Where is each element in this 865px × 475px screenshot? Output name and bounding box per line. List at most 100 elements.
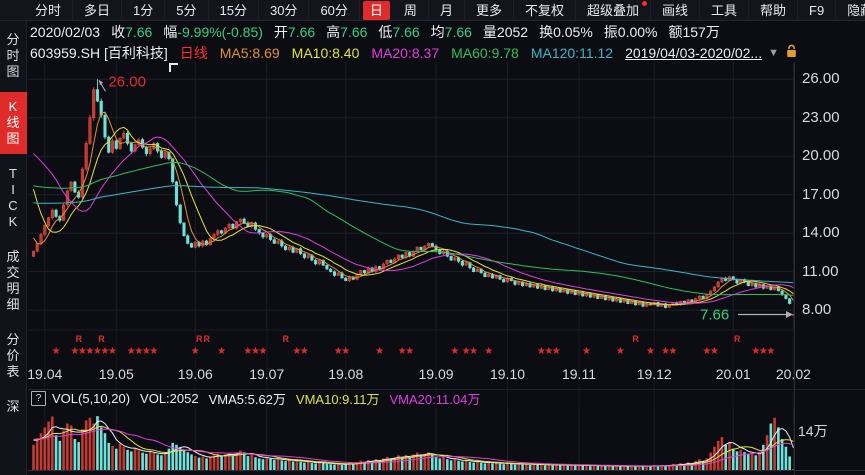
last-price-arrow-head: [786, 310, 793, 318]
menu-item-F9[interactable]: F9: [798, 0, 837, 21]
candle-body: [633, 300, 637, 306]
price-axis: 26.00 23.00 20.00 17.00 14.00 11.00 8.00: [794, 62, 865, 475]
sidebar-item-分时图[interactable]: 分时图: [6, 32, 20, 79]
volume-bar: [209, 456, 212, 470]
volume-bar: [555, 464, 558, 470]
help-icon[interactable]: ?: [31, 391, 46, 406]
candle-body: [265, 234, 269, 238]
quote-field-开: 开7.66: [274, 22, 315, 42]
volume-bar: [694, 461, 697, 470]
menu-item-帮助[interactable]: 帮助: [749, 0, 799, 21]
price-tick-label: 14.00: [802, 224, 840, 242]
candle-body: [596, 294, 600, 299]
candle-body: [588, 293, 592, 298]
menu-item-1分[interactable]: 1分: [122, 0, 166, 21]
candle-body: [464, 262, 468, 266]
volume-header-item: VMA5:5.62万: [208, 392, 286, 407]
volume-bar: [99, 427, 103, 470]
candle-body: [193, 241, 197, 248]
event-star-icon: ★: [751, 346, 760, 357]
ma60-line: [33, 161, 794, 296]
candle-body: [475, 268, 479, 272]
candle-body: [603, 295, 607, 301]
candle-body: [220, 230, 224, 234]
volume-bar: [777, 427, 780, 470]
volume-bar: [299, 461, 302, 470]
menu-item-工具[interactable]: 工具: [700, 0, 750, 21]
event-star-icon: ★: [142, 346, 151, 357]
volume-bar: [656, 466, 660, 470]
menu-item-隐藏[interactable]: 隐藏▶: [847, 2, 865, 18]
menu-item-15分[interactable]: 15分: [209, 0, 259, 21]
candle-body: [182, 222, 186, 237]
volume-bar: [114, 448, 118, 470]
volume-bar: [393, 457, 396, 470]
volume-bar: [178, 447, 182, 470]
menu-item-日[interactable]: 日: [362, 0, 390, 20]
date-range-dropdown[interactable]: 2019/04/03-2020/02...: [625, 44, 763, 61]
sidebar-item-分价表[interactable]: 分价表: [6, 332, 20, 379]
volume-bar: [261, 459, 265, 470]
event-r-icon: R: [76, 334, 83, 344]
menu-item-分时[interactable]: 分时: [24, 0, 74, 21]
menu-item-更多[interactable]: 更多: [465, 0, 514, 21]
volume-bar: [430, 454, 434, 470]
volume-bar: [415, 452, 419, 470]
kline-chart[interactable]: ★ ★★★★★★ ★★★★ ★ ★ ★★★ ★★ ★★ ★ ★★ ★ ★★ ★ ★★★ ★ ★ ★ ★★ ★★ ★★★…: [28, 62, 794, 472]
volume-bar: [92, 423, 95, 470]
candle-body: [92, 89, 96, 119]
candle-body: [396, 254, 400, 260]
candle-body: [472, 267, 476, 272]
volume-bar: [397, 455, 400, 470]
candle-body: [336, 272, 340, 276]
volume-bar: [739, 449, 743, 470]
quote-field-label: 均: [430, 24, 445, 40]
quote-field-label: 量: [482, 24, 497, 40]
volume-bar: [378, 460, 381, 470]
ma-label: MA10:8.40: [291, 44, 360, 61]
volume-bar: [152, 452, 156, 470]
candle-body: [558, 288, 562, 293]
menu-item-月[interactable]: 月: [429, 0, 465, 21]
menu-item-30分[interactable]: 30分: [259, 0, 310, 21]
volume-bar: [528, 464, 532, 470]
volume-bar: [367, 459, 370, 470]
volume-bar: [619, 466, 622, 470]
volume-bar: [509, 463, 513, 470]
event-star-icon: ★: [70, 346, 79, 357]
volume-bar: [122, 446, 126, 470]
volume-bar: [62, 430, 65, 470]
divider-bottom: [28, 470, 865, 471]
volume-bar: [269, 458, 272, 470]
candle-body: [566, 289, 570, 294]
chevron-down-icon[interactable]: ▼: [768, 46, 779, 59]
sidebar-item-成交明细[interactable]: 成交明细: [6, 249, 20, 312]
volume-bar: [111, 445, 114, 470]
menu-item-5分[interactable]: 5分: [165, 0, 209, 21]
menu-item-周[interactable]: 周: [393, 0, 429, 21]
menu-item-多日[interactable]: 多日: [73, 0, 123, 21]
event-r-icon: R: [734, 334, 741, 344]
menu-item-不复权[interactable]: 不复权: [514, 0, 576, 21]
time-tick-label: 19.04: [27, 366, 63, 382]
volume-bar: [720, 437, 724, 470]
candle-body: [306, 254, 310, 258]
menu-item-超级叠加[interactable]: 超级叠加: [576, 0, 651, 21]
volume-bar: [186, 452, 190, 470]
candle-body: [460, 261, 464, 266]
volume-bar: [265, 457, 269, 470]
sidebar-item-深[interactable]: 深: [6, 399, 20, 414]
volume-bar: [182, 449, 186, 470]
volume-bar: [506, 463, 509, 470]
menu-item-画线[interactable]: 画线: [651, 0, 701, 21]
event-star-icon: ★: [544, 346, 553, 357]
lock-icon[interactable]: [785, 44, 798, 61]
candle-body: [449, 256, 453, 261]
volume-bar: [780, 439, 784, 470]
volume-bar: [306, 461, 310, 470]
menu-item-60分[interactable]: 60分: [309, 0, 360, 21]
time-tick-label: 20.02: [775, 366, 811, 382]
candle-body: [618, 298, 622, 303]
